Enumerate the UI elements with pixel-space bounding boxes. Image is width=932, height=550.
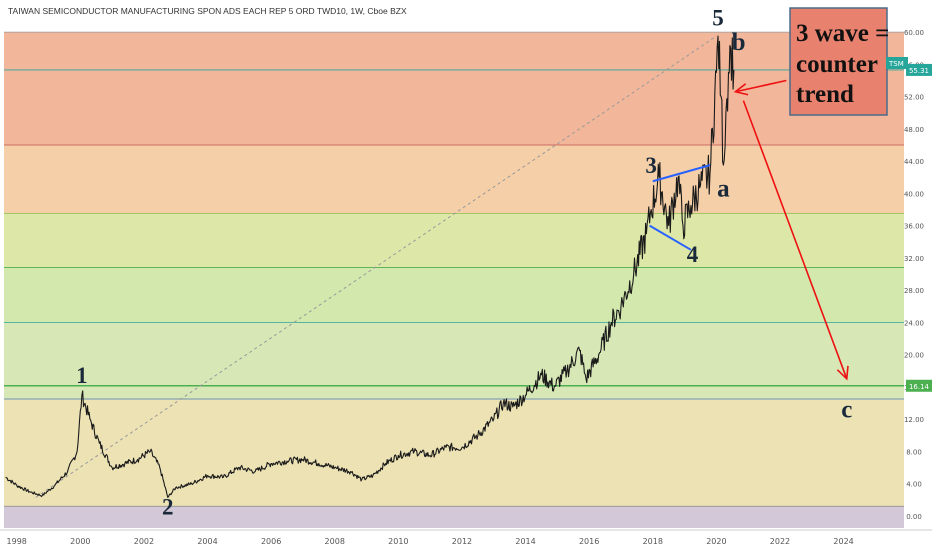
fib-band [4,322,904,399]
arrows [733,79,849,381]
x-tick-label: 2000 [70,537,90,546]
annotation-line-3: trend [796,81,854,108]
wave-label-3: 3 [645,153,657,178]
price-tag-label: 16.14 [909,383,930,391]
dashed-trendline [35,35,717,498]
x-axis: 1998 2000 2002 2004 2006 2008 2010 2012 2014 2016… [0,529,932,546]
y-axis: 0.004.008.0012.0016.0020.0024.0028.0032.… [904,29,932,521]
x-tick-label: 2006 [261,537,281,546]
triangle-pattern [649,164,711,251]
y-tick-label: 36.00 [904,223,924,231]
x-tick-label: 2016 [579,537,599,546]
x-tick-label: 2008 [325,537,345,546]
x-tick-label: 2014 [515,537,535,546]
x-tick-label: 2002 [134,537,154,546]
wave-label-2: 2 [162,494,174,519]
wave-labels: 1 2 3 4 5 a b c [76,6,852,520]
x-tick-label: 2022 [770,537,790,546]
x-tick-label: 1998 [7,537,27,546]
triangle-line [649,224,692,251]
price-series-line [5,35,735,498]
annotation-line-1: 3 wave = [796,20,889,47]
fib-band [4,144,904,214]
price-tag [906,379,932,392]
price-tag-label: 55.31 [909,67,929,75]
x-tick-label: 2004 [197,537,217,546]
wave-label-a: a [717,176,730,203]
wave-label-1: 1 [76,363,88,388]
y-tick-label: 40.00 [904,190,924,198]
y-tick-label: 60.00 [904,29,924,37]
y-tick-label: 8.00 [906,448,922,456]
y-tick-label: 28.00 [904,287,924,295]
y-tick-label: 48.00 [904,126,924,134]
y-tick-label: 32.00 [904,255,924,263]
arrow-shaft [735,79,787,93]
x-tick-label: 2024 [833,537,853,546]
fib-band [4,267,904,323]
y-tick-label: 24.00 [904,319,924,327]
wave-label-c: c [841,397,852,424]
chart-title: TAIWAN SEMICONDUCTOR MANUFACTURING SPON … [8,6,407,16]
arrow-head [836,365,849,381]
annotation-box: 3 wave = counter trend [789,7,889,116]
price-tag [906,63,932,76]
x-tick-label: 2012 [452,537,472,546]
horizontal-lines [4,69,904,387]
fib-band [4,506,904,528]
annotation-line-2: counter [796,51,878,78]
arrow-shaft [742,100,848,380]
fib-band [4,213,904,268]
fib-band [4,398,904,507]
y-tick-label: 4.00 [906,481,922,489]
y-tick-label: 52.00 [904,94,924,102]
x-tick-label: 2010 [388,537,408,546]
wave-label-b: b [732,29,746,56]
ticker-badge-label: TSM [888,60,904,68]
wave-label-4: 4 [687,242,699,267]
triangle-line [652,164,711,183]
y-tick-label: 44.00 [904,158,924,166]
y-tick-label: 12.00 [904,416,924,424]
ticker-badge: TSM [886,57,908,69]
x-tick-label: 2020 [706,537,726,546]
y-tick-label: 0.00 [906,513,922,521]
fib-band [4,32,904,145]
wave-label-5: 5 [712,6,724,31]
y-tick-label: 20.00 [904,352,924,360]
arrow-head [733,83,749,96]
fib-bands [4,32,904,528]
x-tick-label: 2018 [643,537,663,546]
